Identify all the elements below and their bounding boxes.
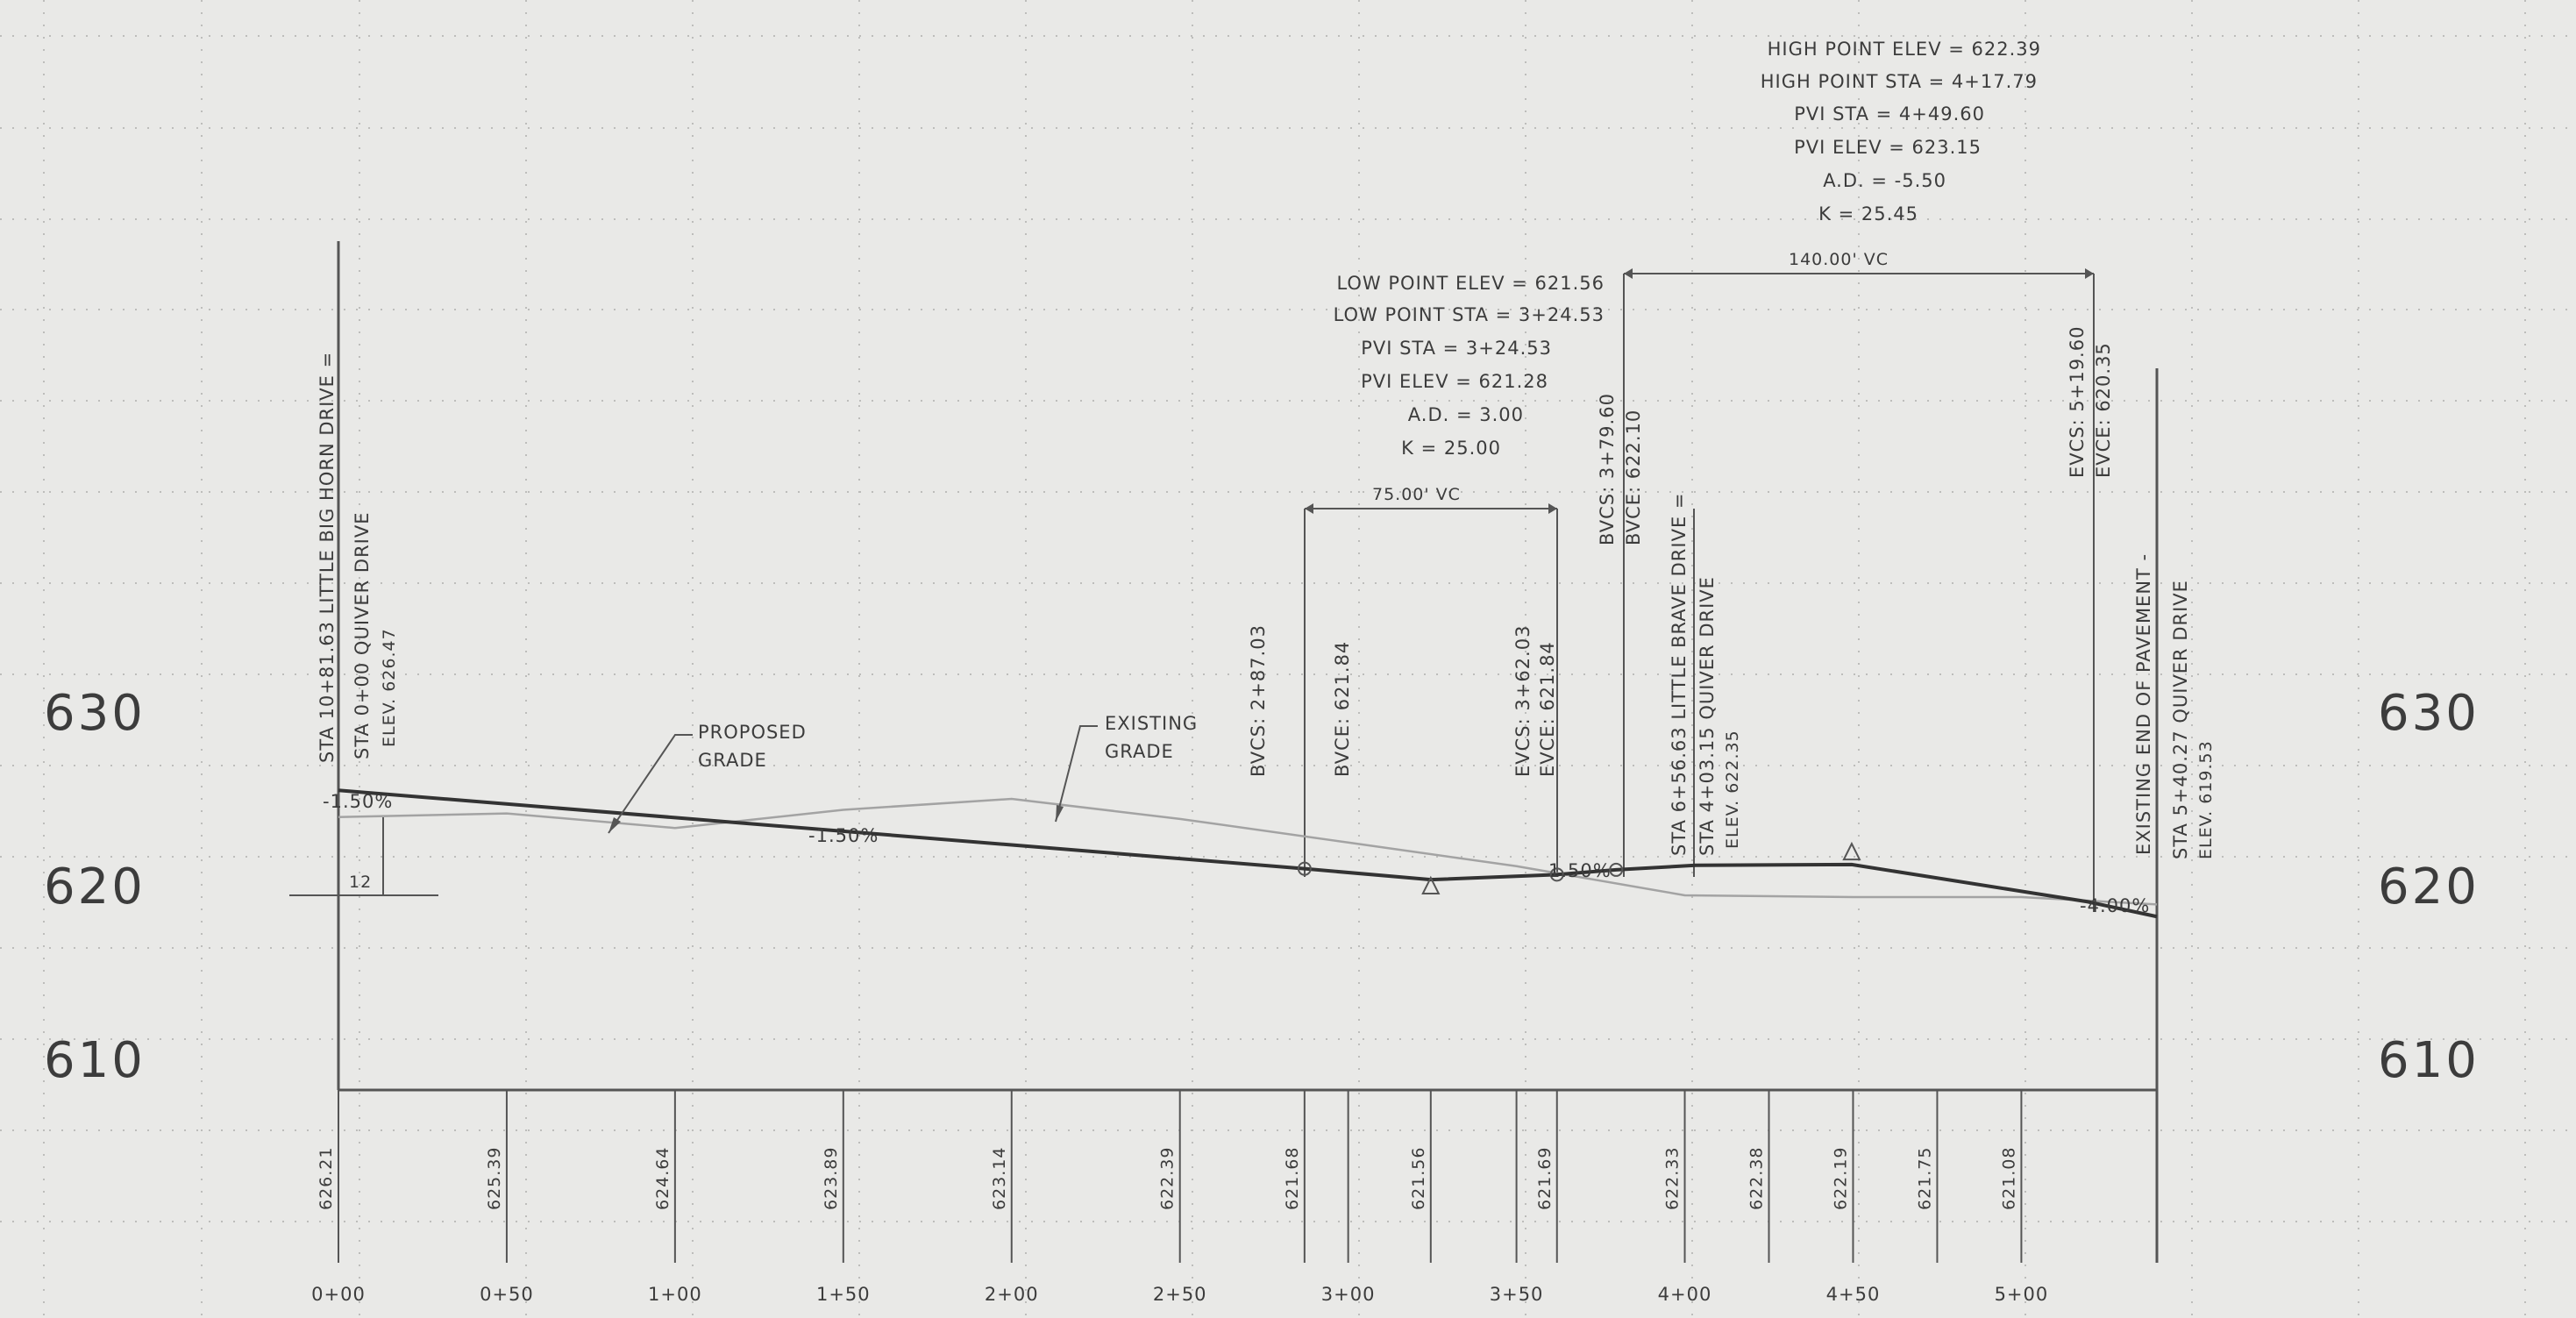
y-label-620-right: 620 [2378, 858, 2480, 915]
crest-line-6: K = 25.45 [1818, 203, 1918, 224]
existing-grade-line [338, 797, 2158, 906]
sag-line-6: K = 25.00 [1401, 438, 1501, 459]
curve-point-marker [1609, 862, 1624, 877]
sag-line-5: A.D. = 3.00 [1408, 404, 1524, 425]
x-tick-label: 2+50 [1153, 1284, 1207, 1305]
callout-end-3: ELEV. 619.53 [2196, 740, 2216, 859]
finished-grade-elevation: 622.38 [1747, 1147, 1766, 1210]
crest-vc-length: 140.00' VC [1789, 250, 1889, 269]
finished-grade-elevation: 621.08 [1999, 1147, 2018, 1210]
proposed-grade-leader: PROPOSED GRADE [608, 722, 807, 834]
x-tick-label: 4+00 [1658, 1284, 1712, 1305]
x-tick-label: 4+50 [1826, 1284, 1881, 1305]
existing-leader-line2: GRADE [1105, 741, 1174, 762]
finished-grade-elevation: 625.39 [485, 1147, 504, 1210]
finished-grade-elevations: 626.21 625.39 624.64 623.89 623.14 622.39 621.… [317, 1147, 2018, 1210]
callout-bvcs-crest-2: BVCE: 622.10 [1623, 410, 1644, 545]
finished-grade-elevation: 621.69 [1535, 1147, 1555, 1210]
x-tick-label: 2+00 [985, 1284, 1039, 1305]
sag-vc-length: 75.00' VC [1372, 485, 1461, 504]
finished-grade-elevation: 626.21 [317, 1147, 336, 1210]
proposed-leader-line1: PROPOSED [698, 722, 807, 743]
start-offset-dimension: 12 [289, 817, 438, 896]
sag-line-1: LOW POINT ELEV = 621.56 [1336, 273, 1605, 294]
x-tick-label: 1+50 [816, 1284, 871, 1305]
y-label-630-right: 630 [2378, 685, 2480, 742]
sag-line-2: LOW POINT STA = 3+24.53 [1334, 304, 1605, 325]
existing-leader-line1: EXISTING [1105, 713, 1198, 734]
curve-point-marker [1297, 861, 1312, 876]
existing-grade-leader: EXISTING GRADE [1055, 713, 1198, 823]
x-tick-label: 3+50 [1490, 1284, 1544, 1305]
callout-end-2: STA 5+40.27 QUIVER DRIVE [2170, 580, 2191, 859]
x-tick-label: 0+50 [480, 1284, 534, 1305]
callout-little-brave-2: STA 4+03.15 QUIVER DRIVE [1697, 576, 1718, 856]
pvi-markers [1297, 841, 1861, 894]
callout-evcs-sag-2: EVCE: 621.84 [1537, 641, 1558, 777]
crest-line-4: PVI ELEV = 623.15 [1794, 137, 1982, 158]
sag-line-4: PVI ELEV = 621.28 [1361, 371, 1548, 392]
callout-evcs-sag-1: EVCS: 3+62.03 [1512, 625, 1534, 777]
curve-point-marker [1549, 867, 1564, 882]
grade-label-2: -1.50% [808, 825, 879, 846]
grade-label-4: -4.00% [2080, 895, 2150, 916]
callout-evcs-crest-1: EVCS: 5+19.60 [2067, 326, 2088, 478]
callout-end-1: EXISTING END OF PAVEMENT - [2133, 553, 2154, 855]
y-axis-labels-left: 630 620 610 [44, 685, 146, 1089]
grade-label-3: 1.50% [1548, 860, 1612, 881]
finished-grade-elevation: 623.89 [822, 1147, 841, 1210]
x-tick-label: 5+00 [1995, 1284, 2049, 1305]
finished-grade-elevation: 624.64 [653, 1147, 672, 1210]
finished-grade-elevation: 623.14 [990, 1147, 1009, 1210]
finished-grade-elevation: 622.39 [1158, 1147, 1178, 1210]
x-tick-label: 3+00 [1321, 1284, 1376, 1305]
grade-label-1: -1.50% [323, 791, 393, 812]
station-lines [338, 274, 2095, 1263]
proposed-leader-line2: GRADE [698, 750, 767, 771]
x-tick-label: 0+00 [311, 1284, 366, 1305]
sag-line-3: PVI STA = 3+24.53 [1361, 338, 1552, 359]
finished-grade-elevation: 622.19 [1831, 1147, 1850, 1210]
grade-labels: -1.50% -1.50% 1.50% -4.00% [323, 791, 2150, 916]
start-offset-label: 12 [349, 873, 372, 892]
crest-vertical-curve-annotation: HIGH POINT ELEV = 622.39 HIGH POINT STA … [1624, 39, 2094, 279]
callout-sta-start: STA 10+81.63 LITTLE BIG HORN DRIVE = [317, 352, 338, 763]
y-label-630-left: 630 [44, 685, 146, 742]
callout-little-brave-3: ELEV. 622.35 [1723, 730, 1742, 849]
station-callouts: STA 10+81.63 LITTLE BIG HORN DRIVE = STA… [317, 326, 2216, 859]
callout-start-1: STA 0+00 QUIVER DRIVE [352, 511, 373, 759]
sag-vertical-curve-annotation: LOW POINT ELEV = 621.56 LOW POINT STA = … [1305, 273, 1605, 514]
callout-evcs-crest-2: EVCE: 620.35 [2093, 342, 2114, 478]
x-axis-tick-labels: 0+00 0+50 1+00 1+50 2+00 2+50 3+00 3+50 4+00 4+50… [311, 1284, 2049, 1305]
callout-start-2: ELEV. 626.47 [380, 628, 399, 747]
finished-grade-elevation: 621.68 [1283, 1147, 1302, 1210]
crest-line-2: HIGH POINT STA = 4+17.79 [1761, 71, 2038, 92]
proposed-grade-line [338, 788, 2158, 919]
crest-line-3: PVI STA = 4+49.60 [1794, 103, 1985, 125]
x-tick-label: 1+00 [648, 1284, 702, 1305]
y-axis-labels-right: 630 620 610 [2378, 685, 2480, 1089]
pvi-marker [1842, 841, 1861, 861]
y-label-610-left: 610 [44, 1032, 146, 1089]
y-label-610-right: 610 [2378, 1032, 2480, 1089]
callout-little-brave-1: STA 6+56.63 LITTLE BRAVE DRIVE = [1669, 493, 1690, 856]
crest-line-5: A.D. = -5.50 [1823, 170, 1946, 191]
callout-bvcs-sag-1: BVCS: 2+87.03 [1248, 624, 1269, 777]
finished-grade-elevation: 621.56 [1409, 1147, 1428, 1210]
callout-bvcs-sag-2: BVCE: 621.84 [1332, 641, 1353, 777]
crest-line-1: HIGH POINT ELEV = 622.39 [1768, 39, 2041, 60]
finished-grade-elevation: 622.33 [1663, 1147, 1683, 1210]
pvi-marker [1421, 875, 1441, 894]
y-label-620-left: 620 [44, 858, 146, 915]
finished-grade-elevation: 621.75 [1915, 1147, 1934, 1210]
callout-bvcs-crest-1: BVCS: 3+79.60 [1597, 393, 1618, 545]
